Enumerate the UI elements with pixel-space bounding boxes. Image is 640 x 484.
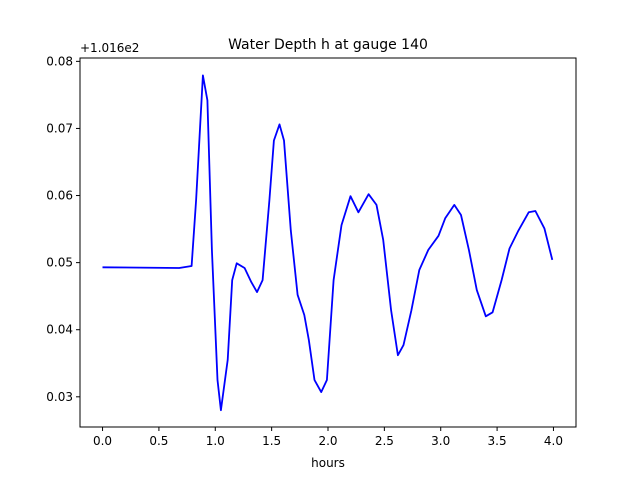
x-tick-label: 2.0	[318, 434, 337, 448]
series-line-h	[102, 74, 554, 412]
x-tick-label: 0.5	[149, 434, 168, 448]
x-tick-label: 2.5	[375, 434, 394, 448]
y-tick-label: 0.07	[46, 121, 73, 135]
y-offset-label: +1.016e2	[80, 41, 139, 55]
x-tick-label: 1.5	[262, 434, 281, 448]
plot-frame	[79, 57, 577, 428]
y-tick-label: 0.04	[46, 323, 73, 337]
x-tick-label: 0.0	[93, 434, 112, 448]
y-tick-label: 0.03	[46, 390, 73, 404]
y-tick-label: 0.08	[46, 54, 73, 68]
x-tick-label: 4.0	[544, 434, 563, 448]
y-tick-label: 0.06	[46, 189, 73, 203]
chart-title: Water Depth h at gauge 140	[228, 37, 428, 53]
x-axis-label: hours	[311, 456, 345, 470]
y-tick-label: 0.05	[46, 256, 73, 270]
x-tick-label: 1.0	[206, 434, 225, 448]
x-tick-label: 3.0	[431, 434, 450, 448]
x-tick-label: 3.5	[488, 434, 507, 448]
